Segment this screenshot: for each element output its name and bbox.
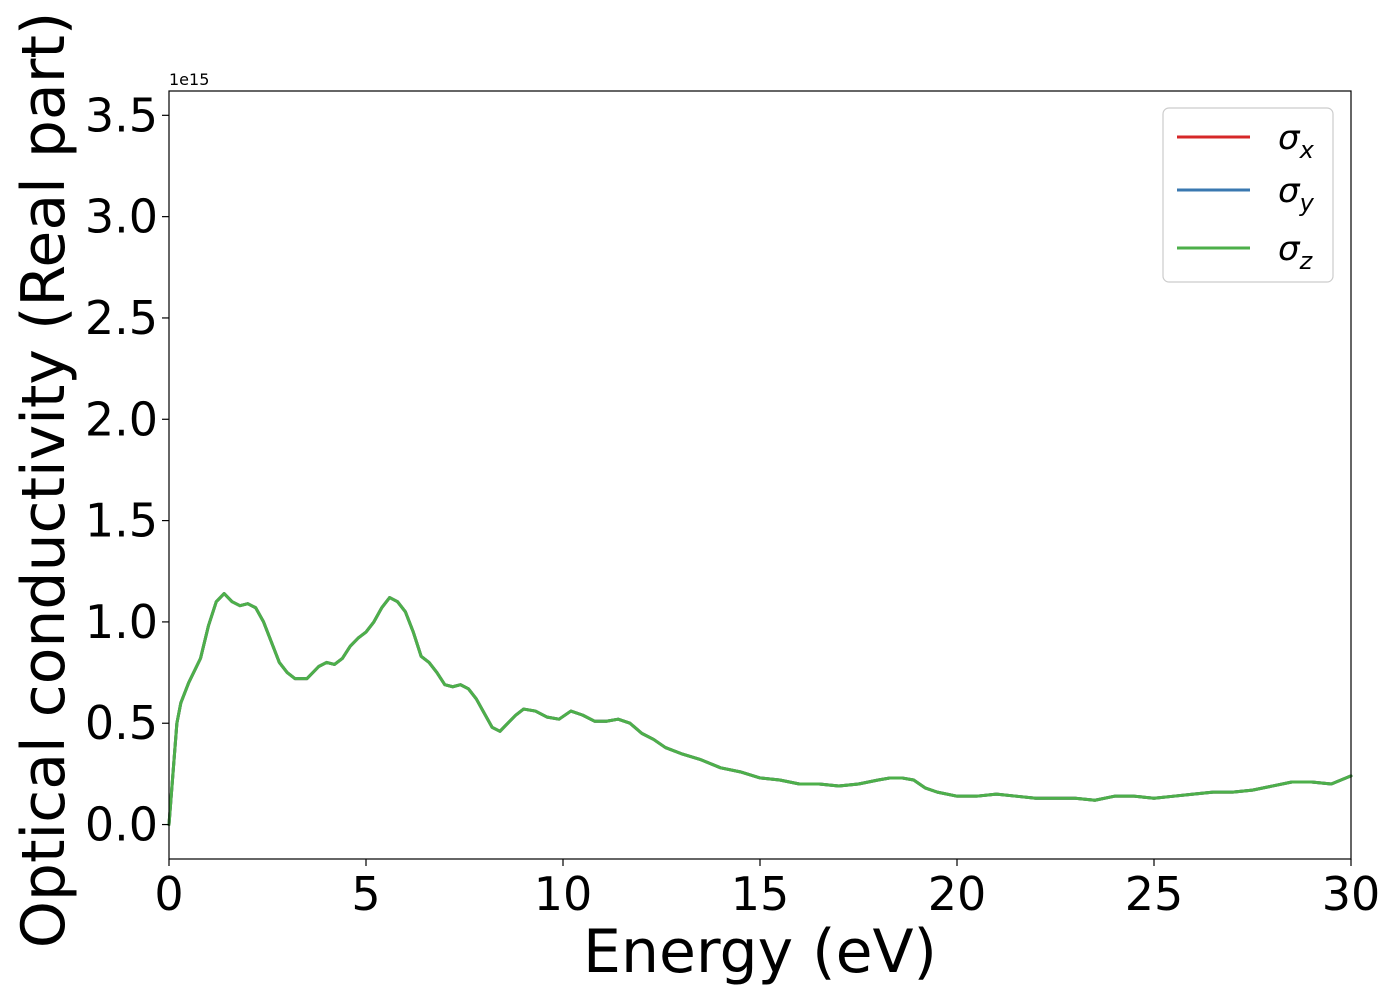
x-axis: 0 5 10 15 20 25 30 (154, 859, 1380, 921)
legend-subscript-y: y (1299, 189, 1315, 217)
legend-entry-sigma-y: σy (1177, 171, 1315, 217)
legend-subscript-z: z (1299, 247, 1314, 275)
series-layer (167, 592, 1353, 827)
y-tick-label: 2.5 (85, 291, 158, 345)
y-tick-label: 0.5 (85, 696, 158, 750)
x-tick-label: 25 (1125, 867, 1184, 921)
y-tick-label: 3.5 (85, 88, 158, 142)
x-tick-label: 0 (154, 867, 183, 921)
x-tick-label: 5 (351, 867, 380, 921)
y-tick-label: 1.5 (85, 494, 158, 548)
legend-label-sigma-y: σy (1278, 171, 1315, 217)
legend-symbol-sigma-x: σ (1278, 118, 1301, 158)
legend-entry-sigma-x: σx (1177, 118, 1315, 164)
x-tick-label: 20 (928, 867, 987, 921)
y-tick-label: 2.0 (85, 392, 158, 446)
legend-box (1162, 107, 1334, 283)
x-tick-label: 10 (534, 867, 593, 921)
series-line-sigma-z (167, 592, 1353, 827)
x-tick-label: 15 (731, 867, 790, 921)
y-tick-label: 0.0 (85, 798, 158, 852)
legend: σx σy σz (1162, 107, 1334, 283)
x-axis-label: Energy (eV) (583, 917, 937, 987)
legend-label-sigma-z: σz (1278, 229, 1314, 275)
x-tick-label: 30 (1322, 867, 1381, 921)
legend-label-sigma-x: σx (1278, 118, 1315, 164)
y-offset-text: 1e15 (169, 70, 209, 89)
y-axis-label: Optical conductivity (Real part) (9, 12, 79, 949)
legend-symbol-sigma-y: σ (1278, 171, 1301, 211)
legend-symbol-sigma-z: σ (1278, 229, 1301, 269)
y-tick-label: 3.0 (85, 190, 158, 244)
legend-subscript-x: x (1299, 136, 1315, 164)
y-tick-label: 1.0 (85, 595, 158, 649)
legend-entry-sigma-z: σz (1177, 229, 1314, 275)
y-axis: 0.0 0.5 1.0 1.5 2.0 2.5 3.0 3.5 (85, 88, 169, 852)
